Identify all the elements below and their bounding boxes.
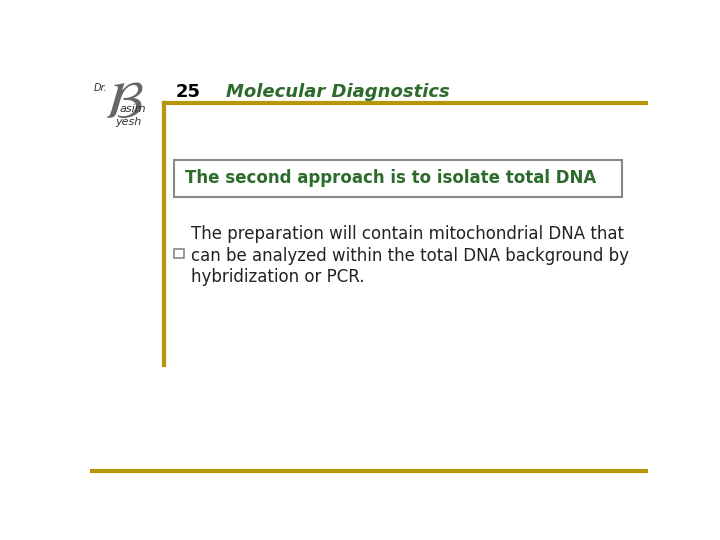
Text: $\mathcal{B}$: $\mathcal{B}$ xyxy=(104,77,143,129)
Text: Dr.: Dr. xyxy=(94,83,107,93)
FancyBboxPatch shape xyxy=(174,249,184,258)
Text: 25: 25 xyxy=(175,83,200,101)
FancyBboxPatch shape xyxy=(174,159,622,197)
Text: hybridization or PCR.: hybridization or PCR. xyxy=(191,268,364,286)
Text: Molecular Diagnostics: Molecular Diagnostics xyxy=(225,83,449,101)
Text: The preparation will contain mitochondrial DNA that: The preparation will contain mitochondri… xyxy=(191,225,624,243)
Text: asim: asim xyxy=(120,104,146,114)
Text: The second approach is to isolate total DNA: The second approach is to isolate total … xyxy=(184,170,596,187)
Text: yesh: yesh xyxy=(114,117,141,127)
Text: can be analyzed within the total DNA background by: can be analyzed within the total DNA bac… xyxy=(191,247,629,265)
